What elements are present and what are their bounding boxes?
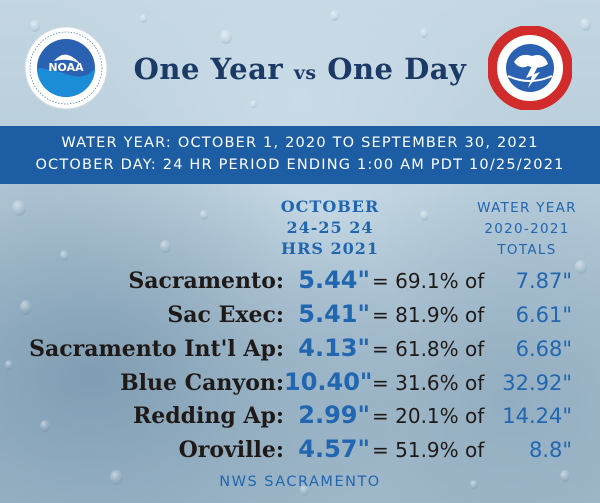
water-year-total: 7.87" — [515, 269, 572, 293]
day-rainfall: 5.44" — [298, 266, 370, 294]
percent-of: = 69.1% of — [372, 269, 485, 293]
day-rainfall: 10.40" — [284, 368, 373, 396]
water-year-header-line: WATER YEAR — [477, 200, 577, 216]
station-name: Sac Exec: — [167, 302, 284, 328]
percent-of: = 51.9% of — [372, 438, 485, 462]
october-header-line: OCTOBER — [280, 197, 380, 216]
station-row: Sacramento Int'l Ap: 4.13" = 61.8% of 6.… — [0, 334, 600, 366]
station-row: Sac Exec: 5.41" = 81.9% of 6.61" — [0, 300, 600, 332]
october-header-line: HRS 2021 — [280, 239, 380, 258]
water-year-header-line: 2020-2021 — [484, 221, 570, 237]
title-part2: One Day — [327, 52, 467, 86]
water-year-total: 6.68" — [515, 337, 572, 361]
october-header-line: 24-25 24 — [286, 218, 374, 237]
date-range-banner: WATER YEAR: OCTOBER 1, 2020 TO SEPTEMBER… — [0, 126, 600, 184]
day-rainfall: 5.41" — [298, 300, 370, 328]
station-row: Blue Canyon: 10.40" = 31.6% of 32.92" — [0, 368, 600, 400]
day-rainfall: 4.13" — [298, 334, 370, 362]
water-year-header-line: TOTALS — [497, 242, 557, 258]
title-part1: One Year — [133, 52, 284, 86]
water-year-total: 14.24" — [502, 404, 572, 428]
banner-line1: WATER YEAR: OCTOBER 1, 2020 TO SEPTEMBER… — [61, 135, 539, 151]
banner-line2: OCTOBER DAY: 24 HR PERIOD ENDING 1:00 AM… — [35, 157, 565, 173]
station-row: Redding Ap: 2.99" = 20.1% of 14.24" — [0, 401, 600, 433]
water-year-column-header: WATER YEAR 2020-2021 TOTALS — [465, 198, 589, 261]
percent-of: = 81.9% of — [372, 303, 485, 327]
station-name: Redding Ap: — [132, 403, 284, 429]
october-column-header: OCTOBER 24-25 24 HRS 2021 — [265, 196, 395, 259]
station-name: Sacramento Int'l Ap: — [29, 336, 284, 362]
day-rainfall: 2.99" — [298, 401, 370, 429]
nws-logo — [488, 26, 572, 110]
station-name: Oroville: — [178, 437, 284, 463]
station-name: Blue Canyon: — [120, 370, 284, 396]
footer-credit: NWS SACRAMENTO — [219, 474, 381, 490]
title-vs: vs — [293, 62, 317, 84]
water-year-total: 8.8" — [528, 438, 572, 462]
percent-of: = 20.1% of — [372, 404, 485, 428]
station-row: Sacramento: 5.44" = 69.1% of 7.87" — [0, 266, 600, 298]
noaa-logo: NOAA — [24, 26, 108, 110]
percent-of: = 31.6% of — [372, 371, 485, 395]
day-rainfall: 4.57" — [298, 435, 370, 463]
station-row: Oroville: 4.57" = 51.9% of 8.8" — [0, 435, 600, 467]
page-title: One Year vs One Day — [0, 52, 600, 86]
percent-of: = 61.8% of — [372, 337, 485, 361]
noaa-text: NOAA — [48, 61, 84, 74]
water-year-total: 6.61" — [515, 303, 572, 327]
station-name: Sacramento: — [128, 268, 284, 294]
water-year-total: 32.92" — [502, 371, 572, 395]
